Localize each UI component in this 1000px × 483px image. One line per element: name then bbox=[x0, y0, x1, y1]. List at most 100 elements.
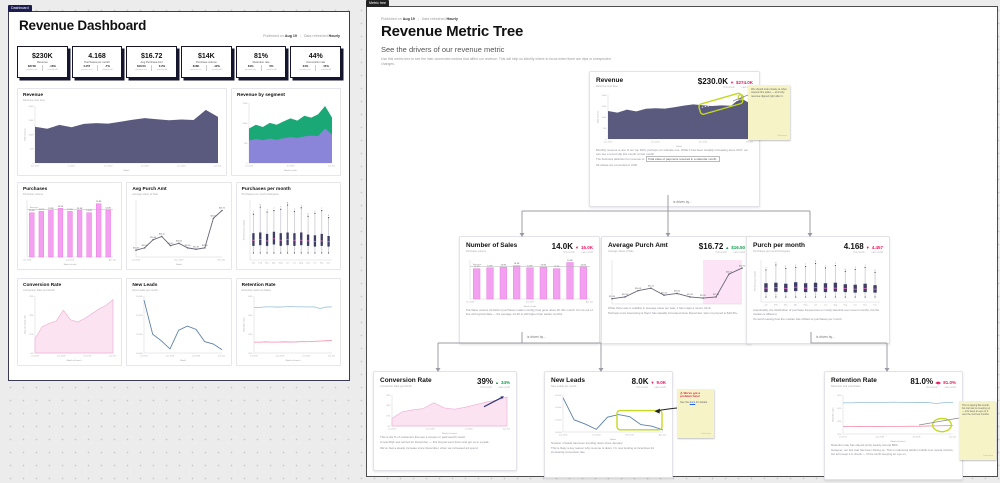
refresh-value: Hourly bbox=[446, 17, 458, 21]
node-subtitle: Retention and Lost Rates bbox=[831, 384, 861, 388]
svg-text:13.6K: 13.6K bbox=[67, 208, 73, 210]
svg-text:$15.87: $15.87 bbox=[700, 295, 706, 297]
kpi-sub1-label: previous mo. bbox=[299, 68, 312, 71]
svg-text:50K: 50K bbox=[603, 127, 607, 129]
metric-node-purch-per-month[interactable]: Purch per month Purchases per month Hist… bbox=[746, 236, 890, 344]
node-compare-value: 16.0K bbox=[580, 245, 593, 250]
svg-text:8: 8 bbox=[775, 262, 776, 264]
sticky-note-retention-watch[interactable]: This is staying flat overall, but lost r… bbox=[959, 401, 996, 460]
metric-node-new-leads[interactable]: New Leads New Leads per month 8.0K ▼ 9.0… bbox=[544, 371, 673, 478]
svg-text:Nov 2018: Nov 2018 bbox=[175, 259, 185, 261]
node-value: $16.72 bbox=[698, 242, 724, 251]
svg-text:Jan 2019: Jan 2019 bbox=[503, 428, 510, 430]
published-label: Published on bbox=[381, 17, 402, 21]
svg-text:Jul 2017: Jul 2017 bbox=[68, 165, 77, 167]
svg-text:Mar 2019: Mar 2019 bbox=[218, 258, 225, 261]
svg-text:Apr: Apr bbox=[794, 303, 798, 306]
svg-text:Jul 2018: Jul 2018 bbox=[302, 355, 311, 357]
retention-lines-chart: 80% 60% 40% 20% Jul 2017 Jan 2018 Jul 2018 Jan … bbox=[242, 292, 337, 361]
value-period-label: This month bbox=[480, 386, 492, 389]
kpi-card-retention-rate[interactable]: 81% Retention rate 81% previous mo. 0% mon… bbox=[235, 46, 287, 78]
svg-text:13.2K: 13.2K bbox=[554, 266, 560, 268]
svg-text:$15.85: $15.85 bbox=[133, 247, 139, 249]
sticky-note-revenue-spike[interactable]: We should look closely at what caused th… bbox=[748, 85, 790, 140]
kpi-card-purchase-volume[interactable]: $14K Purchase volume $16K previous mo. -1… bbox=[181, 46, 232, 78]
svg-text:14.5K: 14.5K bbox=[58, 205, 64, 207]
svg-text:7: 7 bbox=[865, 264, 866, 266]
svg-text:7: 7 bbox=[765, 267, 766, 269]
purchases-boxplot-chart: 7 8 7 7 7 8 7 7 6 7 7 6 Jan Feb Mar Apr May Jun Jul Aug Sep O… bbox=[242, 196, 335, 266]
svg-text:8: 8 bbox=[815, 260, 816, 262]
svg-text:100K: 100K bbox=[602, 116, 607, 118]
node-note: All values are converted to USD. bbox=[596, 162, 638, 167]
kpi-card-conversion-rate[interactable]: 44% Conversion rate 34% previous mo. 15% m… bbox=[290, 46, 342, 78]
kpi-label: Revenue bbox=[36, 60, 48, 64]
chart-card-purchases[interactable]: Purchases Purchase volume 13.2K 13.6K 13.9… bbox=[17, 182, 123, 270]
svg-text:Jul 2018: Jul 2018 bbox=[192, 355, 201, 357]
kpi-sub1-label: previous mo. bbox=[135, 68, 148, 71]
frame-revenue-metric-tree[interactable]: Metric tree Published on Aug 19 | Data r… bbox=[366, 0, 998, 480]
kpi-card-avg-purchase-amt[interactable]: $16.72 Avg Purchase Amt $16.50 previous m… bbox=[126, 46, 178, 78]
svg-text:0: 0 bbox=[605, 138, 607, 140]
chart-card-new-leads[interactable]: New Leads New Leads per month 16,000 14,0… bbox=[126, 278, 232, 366]
svg-text:Month: Month bbox=[610, 438, 617, 441]
svg-text:Jan 2018: Jan 2018 bbox=[875, 436, 884, 438]
kpi-card-revenue[interactable]: $230K Revenue $274K previous mo. -16% mont… bbox=[17, 46, 68, 78]
sticky-title: We've got a problem here! bbox=[680, 390, 701, 399]
svg-text:16,000: 16,000 bbox=[136, 295, 143, 297]
metric-node-retention-rate[interactable]: Retention Rate Retention and Lost Rates … bbox=[824, 371, 963, 480]
chart-subtitle: Purchases per month Histogram bbox=[241, 192, 279, 196]
trend-down-icon: ▼ bbox=[730, 80, 734, 85]
metric-node-number-of-sales[interactable]: Number of Sales Purchase volume 14.0K ▼ … bbox=[459, 236, 600, 344]
node-note: Retention rate has stayed pretty steady … bbox=[831, 443, 899, 447]
node-value: 4.168 bbox=[843, 242, 864, 251]
kpi-card-purchases-per-month[interactable]: 4.168 Purchases per month 4.457 previous … bbox=[71, 46, 123, 78]
chart-subtitle: Revenue over time bbox=[23, 98, 45, 102]
svg-text:15%: 15% bbox=[386, 415, 390, 417]
svg-text:Aug: Aug bbox=[299, 261, 304, 264]
svg-text:15%: 15% bbox=[29, 333, 33, 335]
svg-text:50K: 50K bbox=[244, 142, 248, 144]
refresh-value: Hourly bbox=[328, 34, 340, 38]
svg-text:7: 7 bbox=[314, 210, 315, 212]
svg-text:100K: 100K bbox=[243, 122, 248, 124]
chart-card-revenue-by-segment[interactable]: Revenue by segment 150K 100K 50K 0 Jul 2017 J… bbox=[231, 88, 341, 176]
chart-card-retention-rate[interactable]: Retention Rate Retention and Lost Rates … bbox=[235, 278, 341, 366]
metric-node-average-purch-amt[interactable]: Average Purch Amt Average Value of Sale … bbox=[601, 236, 752, 344]
frame-tag-dashboard[interactable]: Dashboard bbox=[8, 5, 32, 12]
svg-text:13.2K: 13.2K bbox=[29, 210, 35, 212]
chart-card-conversion-rate[interactable]: Conversion Rate Conversion Rate per Mont… bbox=[17, 278, 123, 366]
kpi-sub2: -7% bbox=[104, 64, 110, 69]
metric-node-conversion-rate[interactable]: Conversion Rate Conversion Rate per Mont… bbox=[373, 371, 517, 471]
node-note: Anecdotally, the distribution of purchas… bbox=[753, 308, 880, 316]
svg-text:Oct 2018: Oct 2018 bbox=[23, 258, 32, 261]
svg-text:Jan 2018: Jan 2018 bbox=[275, 355, 284, 357]
frame-tag-metric-tree[interactable]: Metric tree bbox=[366, 0, 389, 7]
metric-node-revenue[interactable]: Revenue Revenue over time $230.0K ▼ $274… bbox=[589, 71, 760, 207]
warning-icon: ⚠ bbox=[680, 390, 683, 395]
chart-card-avg-purch-amt[interactable]: Avg Purch Amt Average Value of Sale $15.… bbox=[126, 182, 232, 270]
kpi-label: Avg Purchase Amt bbox=[140, 60, 163, 64]
chart-title: Retention Rate bbox=[241, 283, 276, 288]
node-note: Monthly revenue is one of our top KPIs, … bbox=[596, 148, 748, 156]
chart-card-revenue[interactable]: Revenue Revenue over time 200K 150K 100K 50… bbox=[17, 88, 227, 176]
metric-tree-description: Use this metric tree to see the inter-co… bbox=[381, 57, 611, 66]
node-note: While there was a volatility in average … bbox=[608, 306, 712, 310]
node-compare-value: 9.0K bbox=[656, 380, 666, 385]
chart-card-purchases-per-month[interactable]: Purchases per month Purchases per month … bbox=[235, 182, 341, 270]
svg-text:May: May bbox=[278, 262, 283, 264]
kpi-sub1-label: previous mo. bbox=[190, 68, 202, 71]
svg-text:0%: 0% bbox=[387, 425, 390, 427]
svg-text:Month: Month bbox=[180, 359, 187, 362]
docs-link[interactable]: docs bbox=[689, 400, 696, 404]
svg-text:13.2K: 13.2K bbox=[86, 210, 92, 212]
sticky-note-leads-problem[interactable]: ⚠ We've got a problem here! See the docs… bbox=[677, 389, 714, 438]
frame-revenue-dashboard[interactable]: Dashboard Revenue Dashboard Published on… bbox=[8, 5, 350, 381]
new-leads-line-chart: 16,000 14,000 12,000 10,000 Jul 2017 Jan 2018… bbox=[132, 292, 227, 362]
svg-text:Mar: Mar bbox=[784, 303, 788, 306]
svg-text:7: 7 bbox=[300, 205, 301, 207]
svg-text:6: 6 bbox=[875, 269, 876, 271]
svg-text:Feb: Feb bbox=[258, 262, 262, 264]
node-note: The business definition for revenue is: bbox=[596, 157, 645, 162]
